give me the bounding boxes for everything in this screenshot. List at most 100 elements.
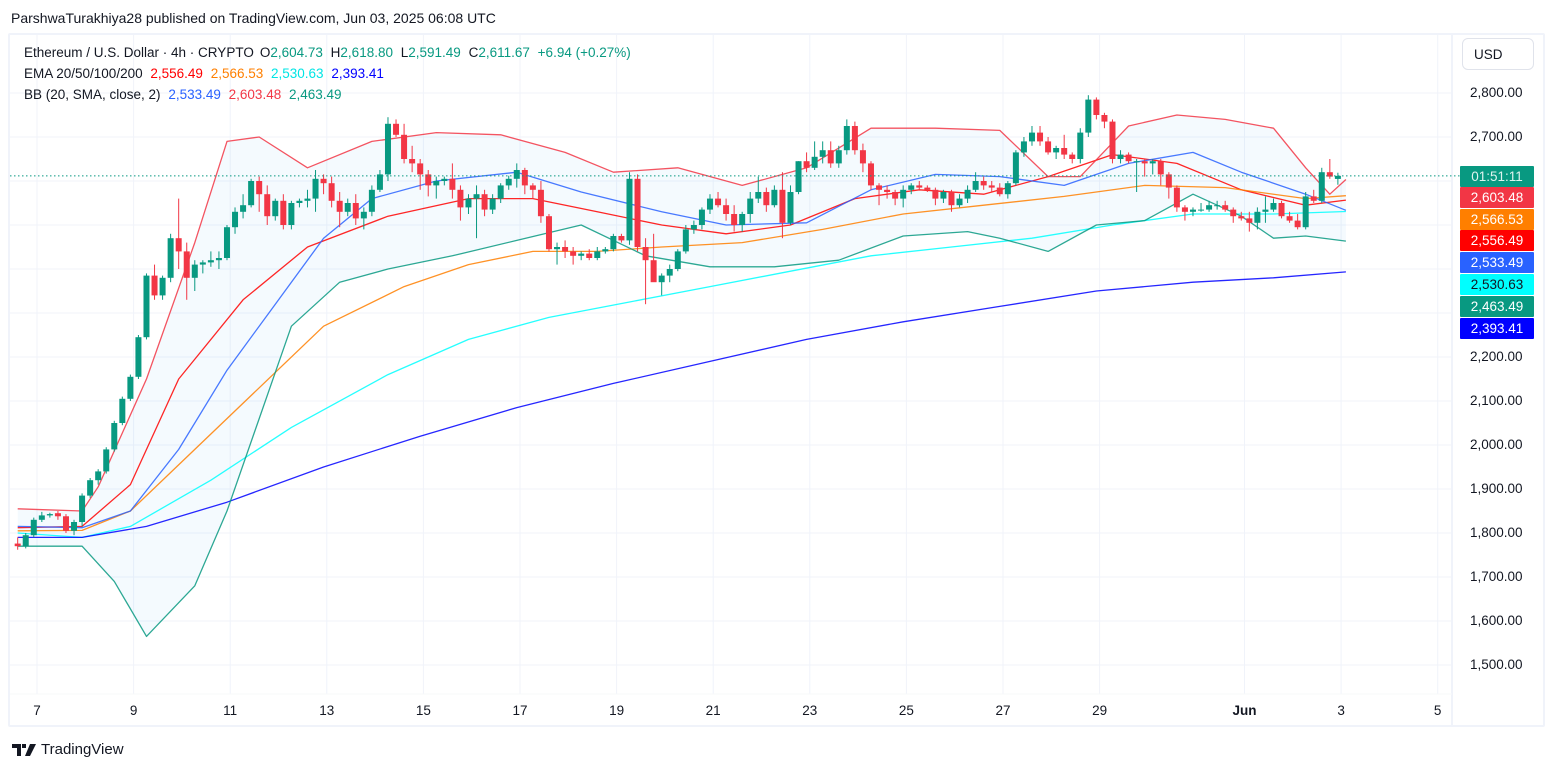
candle [360,207,367,230]
candle-body [304,198,311,201]
candle [698,207,705,230]
candle-body [167,238,174,278]
candle-body [706,198,713,210]
candle [489,194,496,214]
candle [183,242,190,300]
candle-body [851,126,858,151]
candle-body [513,170,520,179]
candle [1165,172,1172,199]
candle-body [1028,132,1035,142]
series-line-ema-50 [17,184,1346,532]
candle [771,185,778,208]
low-label: L [400,45,409,60]
candle-body [505,178,512,186]
candle-body [1262,209,1269,212]
time-tick-label: 29 [1092,703,1108,718]
candle [666,264,673,283]
currency-button[interactable]: USD [1462,38,1534,70]
candle-body [1149,161,1156,164]
candle-body [1093,99,1100,115]
candle-body [594,251,601,258]
time-tick-label: 3 [1337,703,1345,718]
candle-body [1198,209,1205,211]
candle [779,172,786,239]
candle [143,273,150,340]
candle-body [690,225,697,230]
legend-row-bb[interactable]: BB (20, SMA, close, 2) 2,533.49 2,603.48… [24,87,346,102]
time-tick-label: 27 [995,703,1011,718]
candle [578,251,585,261]
candle-body [811,156,818,168]
candle [1189,207,1196,217]
candle [1278,200,1285,219]
candle-body [634,178,641,247]
candle-body [610,236,617,250]
candle-body [1037,132,1044,142]
candles [14,95,1341,550]
candle [1093,97,1100,120]
candle [787,185,794,225]
candle-body [199,262,206,265]
candle-body [320,178,327,184]
candle [127,374,134,401]
price-axis-value-label: 2,530.63 [1460,274,1534,296]
candle [425,170,432,197]
candle [851,121,858,155]
candle [529,183,536,199]
candle [650,233,657,283]
price-tick-label: 2,100.00 [1470,393,1523,408]
candle-body [843,126,850,151]
candle [191,260,198,291]
candle-body [964,189,971,199]
candle-body [956,198,963,206]
high-value: 2,618.80 [340,45,393,60]
candle-body [1238,216,1245,219]
legend-row-symbol: Ethereum / U.S. Dollar · 4h · CRYPTO O2,6… [24,45,635,60]
candle-body [38,515,45,520]
candle [521,167,528,195]
candle-body [763,192,770,206]
candle [457,185,464,221]
candle [312,170,319,212]
candle-body [1270,203,1277,210]
candle-body [924,187,931,190]
candle-body [264,194,271,217]
price-axis-value-label: 2,463.49 [1460,295,1534,317]
high-label: H [330,45,341,60]
candle-body [1334,175,1341,179]
candle [1101,112,1108,129]
price-axis-value-label: 2,603.48 [1460,186,1534,208]
ema50-value: 2,566.53 [210,66,264,81]
candle-body [819,150,826,157]
low-value: 2,591.49 [408,45,461,60]
candle [956,194,963,208]
candle [264,185,271,225]
candle [747,192,754,223]
candle-body [771,189,778,206]
candle-body [755,192,762,199]
candle-body [30,519,37,536]
candle-body [545,216,552,250]
bb-basis-value: 2,533.49 [168,87,221,102]
tradingview-logo[interactable]: TradingView [12,741,124,758]
candle [1214,200,1221,210]
candle [1037,126,1044,146]
price-tick-label: 2,200.00 [1470,349,1523,364]
legend-row-ema[interactable]: EMA 20/50/100/200 2,556.49 2,566.53 2,53… [24,66,388,81]
candle [513,163,520,188]
candle-body [46,514,53,516]
candle [481,189,488,217]
tradingview-logo-icon [12,743,36,756]
candle [1206,200,1213,212]
close-value: 2,611.67 [478,45,530,60]
candle [602,247,609,254]
ema-title: EMA 20/50/100/200 [24,66,143,81]
candle [38,511,45,522]
candle-body [1310,196,1317,201]
candle [932,187,939,206]
price-tick-label: 1,900.00 [1470,481,1523,496]
candle-body [900,189,907,199]
candle [384,117,391,181]
candle [1310,189,1317,203]
